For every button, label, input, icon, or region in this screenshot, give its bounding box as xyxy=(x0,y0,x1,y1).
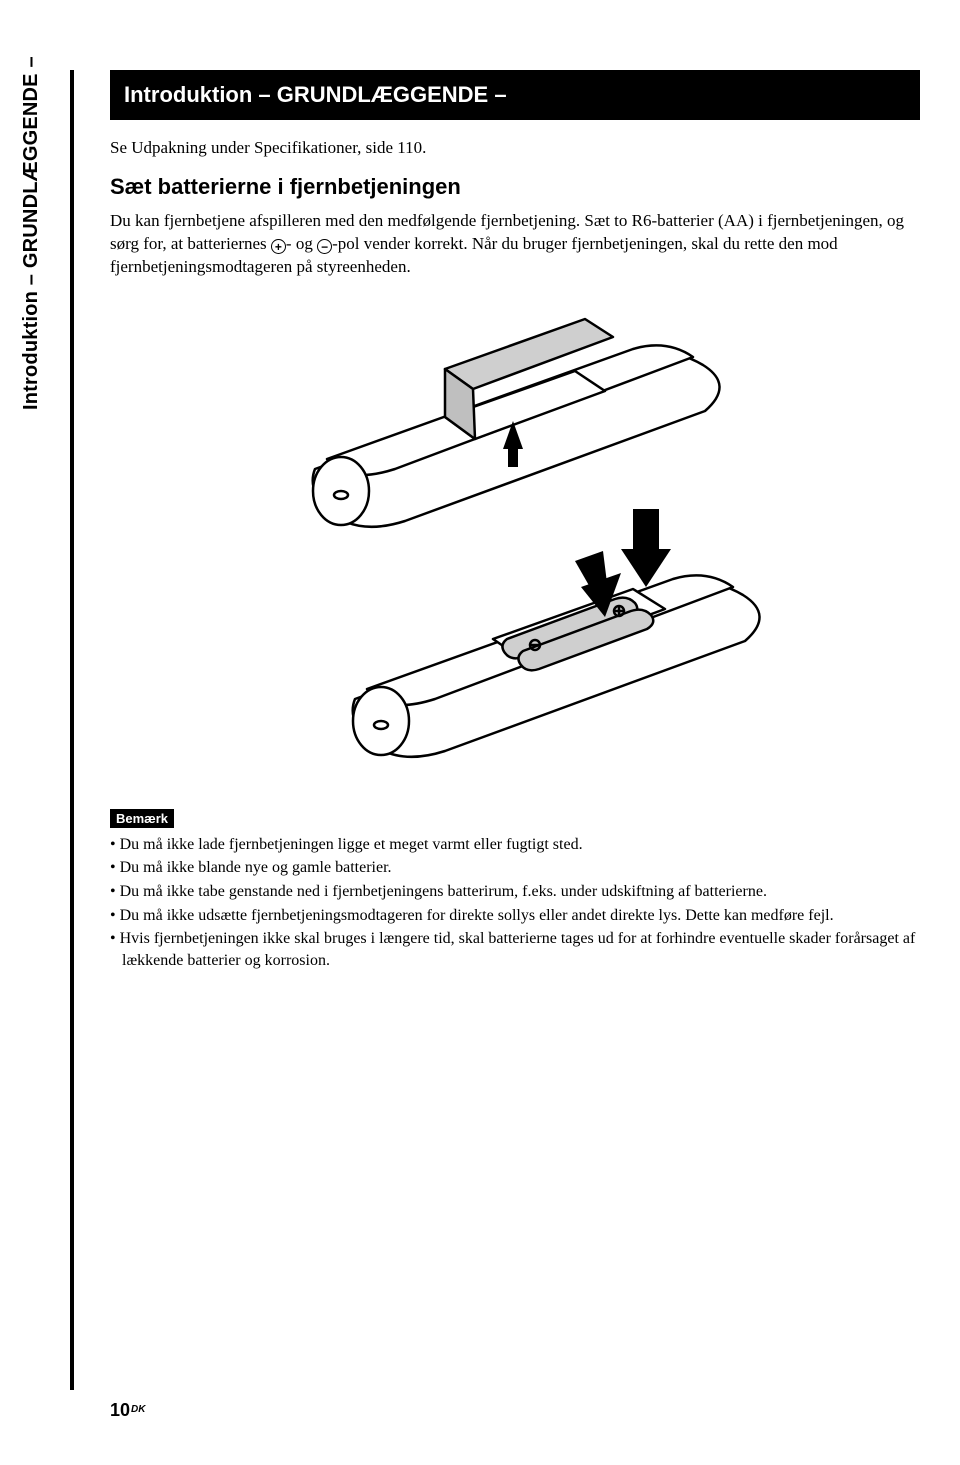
chapter-header: Introduktion – GRUNDLÆGGENDE – xyxy=(110,70,920,120)
note-bullet: Du må ikke tabe genstande ned i fjernbet… xyxy=(110,881,920,903)
note-bullet-list: Du må ikke lade fjernbetjeningen ligge e… xyxy=(110,834,920,972)
page-number: 10DK xyxy=(110,1400,145,1421)
section-paragraph: Du kan fjernbetjene afspilleren med den … xyxy=(110,210,920,279)
note-bullet: Hvis fjernbetjeningen ikke skal bruges i… xyxy=(110,928,920,971)
page-content: Introduktion – GRUNDLÆGGENDE – Se Udpakn… xyxy=(0,0,960,1465)
note-bullet: Du må ikke blande nye og gamle batterier… xyxy=(110,857,920,879)
note-bullet: Du må ikke udsætte fjernbetjeningsmodtag… xyxy=(110,905,920,927)
note-label: Bemærk xyxy=(110,809,174,828)
minus-polarity-icon: − xyxy=(317,239,332,254)
section-title: Sæt batterierne i fjernbetjeningen xyxy=(110,174,920,200)
note-bullet: Du må ikke lade fjernbetjeningen ligge e… xyxy=(110,834,920,856)
intro-crossref: Se Udpakning under Specifikationer, side… xyxy=(110,138,920,158)
plus-polarity-icon: + xyxy=(271,239,286,254)
page-lang-code: DK xyxy=(131,1404,145,1415)
page-number-value: 10 xyxy=(110,1400,130,1420)
battery-install-illustration xyxy=(235,299,795,779)
para-mid: - og xyxy=(286,234,317,253)
